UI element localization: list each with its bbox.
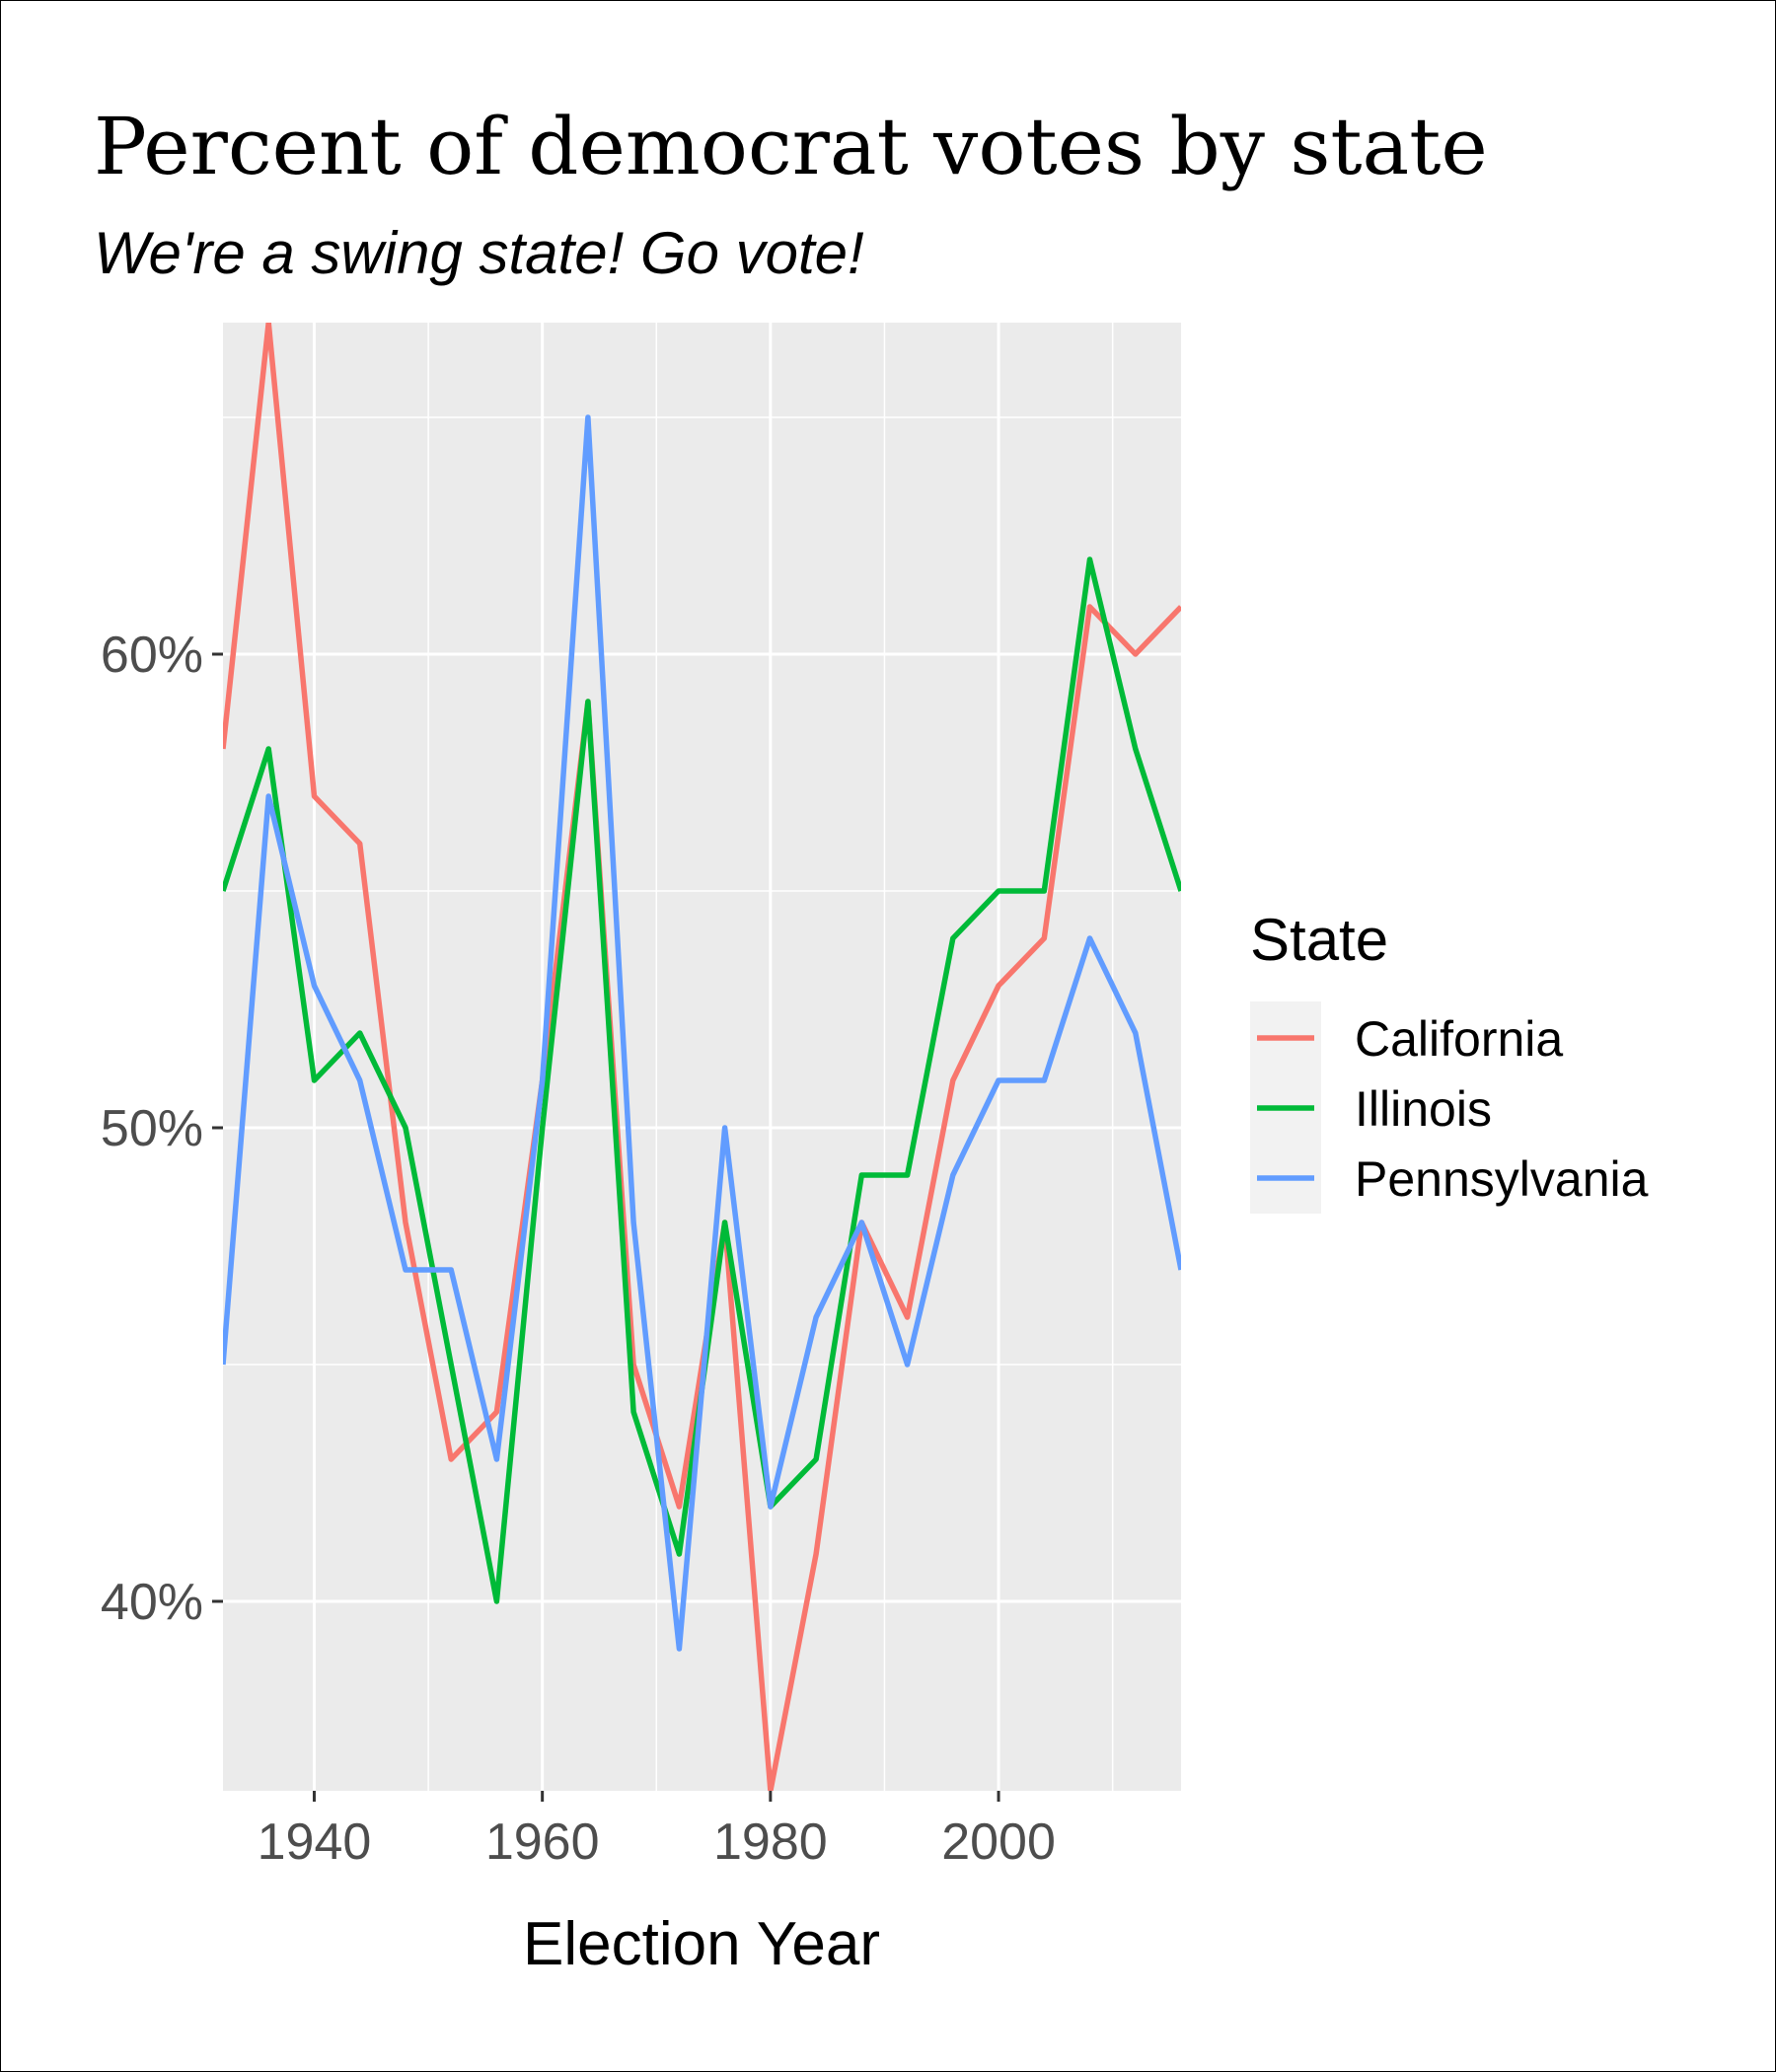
x-tick-label: 2000 bbox=[941, 1813, 1056, 1871]
legend-label-illinois: Illinois bbox=[1355, 1081, 1492, 1137]
chart-title: Percent of democrat votes by state bbox=[94, 101, 1488, 192]
x-axis-title: Election Year bbox=[523, 1910, 880, 1978]
y-tick-label: 40% bbox=[101, 1574, 203, 1631]
minor-gridlines bbox=[223, 323, 1181, 1791]
major-gridlines bbox=[223, 323, 1181, 1791]
legend-label-pennsylvania: Pennsylvania bbox=[1355, 1151, 1649, 1207]
x-tick-label: 1980 bbox=[713, 1813, 828, 1871]
legend-title: State bbox=[1250, 907, 1388, 973]
y-tick-label: 60% bbox=[101, 627, 203, 684]
y-axis: 40% 50% 60% bbox=[101, 627, 223, 1631]
legend-label-california: California bbox=[1355, 1011, 1563, 1067]
x-axis: 1940 1960 1980 2000 bbox=[258, 1791, 1056, 1871]
x-tick-label: 1960 bbox=[485, 1813, 600, 1871]
legend: State California Illinois Pennsylvania bbox=[1250, 907, 1649, 1214]
y-tick-label: 50% bbox=[101, 1100, 203, 1157]
series-lines bbox=[223, 323, 1181, 1791]
x-tick-label: 1940 bbox=[258, 1813, 372, 1871]
chart-subtitle: We're a swing state! Go vote! bbox=[94, 220, 864, 286]
plot-panel bbox=[223, 323, 1181, 1791]
series-line-pennsylvania bbox=[223, 414, 1181, 1652]
